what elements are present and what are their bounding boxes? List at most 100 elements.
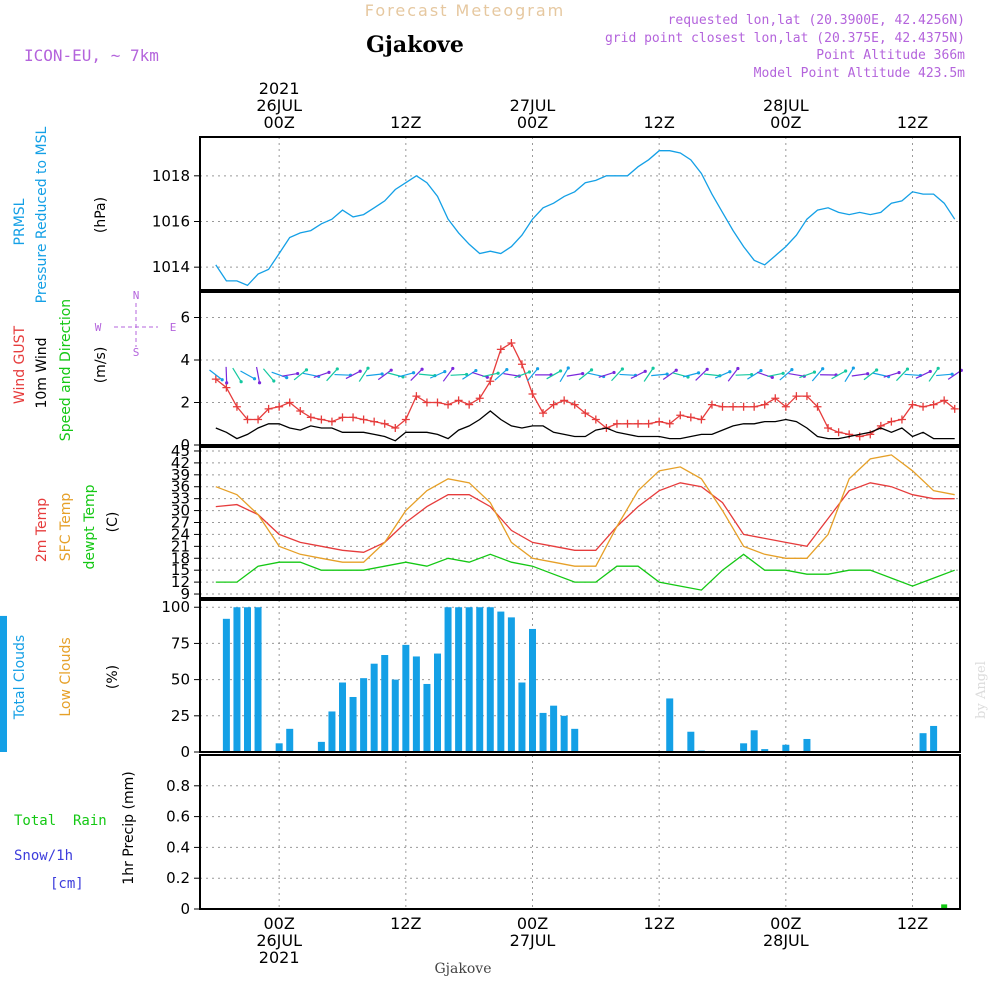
wind-gust-line	[215, 342, 956, 438]
time-label: 00Z	[517, 914, 548, 933]
ms-units: (m/s)	[93, 347, 109, 384]
time-label: 27JUL	[510, 96, 556, 115]
wind-direction-arrow	[851, 373, 868, 377]
forecast-title: Forecast Meteogram	[365, 1, 565, 20]
y-tick-label: 18	[171, 549, 190, 567]
cloud-bar	[317, 741, 325, 752]
gust-marker	[813, 402, 822, 411]
wind-direction-arrow	[883, 371, 900, 378]
gust-marker	[655, 417, 664, 426]
wind-arrow-head	[674, 368, 678, 372]
wind-arrow-head	[950, 372, 954, 376]
time-label: 2021	[259, 948, 300, 967]
total-clouds-label: Total Clouds	[12, 635, 28, 720]
y-tick-label: 0.4	[166, 838, 190, 856]
wind-arrow-head	[812, 370, 817, 374]
wind-arrow-head	[272, 379, 276, 383]
cloud-bar	[550, 705, 558, 752]
wind-arrow-head	[790, 368, 794, 372]
pressure-axis-labels: PRMSL Pressure Reduced to MSL (hPa)	[12, 126, 109, 303]
wind-direction-arrow	[209, 369, 223, 381]
cloud-bar	[666, 698, 674, 752]
gust-marker	[792, 392, 801, 401]
gust-marker	[275, 402, 284, 411]
y-tick-label: 0	[180, 436, 190, 454]
wind-direction-arrow	[904, 373, 921, 377]
wind-direction-arrow	[643, 367, 654, 382]
cloud-bar	[529, 628, 536, 752]
y-tick-label: 1016	[152, 212, 190, 230]
panel-frame	[199, 136, 961, 291]
wind-direction-arrow	[844, 367, 854, 383]
sfc-temp-label: SFC Temp	[58, 493, 74, 562]
gust-marker	[285, 398, 294, 407]
time-label: 27JUL	[510, 931, 556, 950]
wind-arrow-head	[665, 372, 669, 376]
wind-arrow-head	[589, 368, 594, 372]
wind-direction-arrow	[811, 368, 824, 382]
cloud-bar	[497, 611, 505, 752]
time-label: 00Z	[264, 914, 295, 933]
gust-marker	[380, 419, 389, 428]
cloud-bar	[339, 682, 346, 752]
wind-direction-arrow	[418, 373, 435, 377]
compass-n: N	[133, 289, 140, 302]
cloud-bar	[455, 607, 463, 752]
wind-direction-arrow	[450, 373, 467, 376]
gust-marker	[897, 415, 906, 424]
gust-marker	[422, 398, 431, 407]
cloud-bar	[391, 679, 399, 752]
gust-marker	[517, 360, 526, 369]
wind-direction-arrow	[727, 368, 739, 382]
ten-m-wind-label: 10m Wind	[34, 337, 50, 408]
wind-direction-arrow	[863, 369, 877, 381]
point-altitude: Point Altitude 366m	[816, 48, 965, 63]
wind-direction-arrow	[240, 370, 255, 380]
wind-arrow-head	[464, 372, 469, 377]
gust-marker	[549, 400, 558, 409]
wind-arrow-head	[389, 368, 393, 372]
time-label: 12Z	[897, 113, 928, 132]
wind-direction-arrow	[662, 369, 677, 380]
cloud-bar	[286, 728, 294, 752]
wind-direction-arrow	[494, 369, 508, 381]
gust-marker	[454, 396, 463, 405]
wind-direction-arrow	[799, 371, 815, 379]
panel-frame	[199, 446, 961, 599]
two-m-temp-label: 2m Temp	[34, 498, 50, 562]
y-tick-label: 9	[180, 585, 190, 603]
time-label: 00Z	[517, 113, 548, 132]
wind-direction-arrow	[651, 373, 668, 377]
wind-direction-arrow	[345, 370, 361, 380]
prmsl-line	[215, 150, 956, 287]
y-tick-label: 0	[180, 900, 190, 918]
precip-units: 1hr Precip (mm)	[121, 771, 137, 884]
c-units: (C)	[105, 512, 121, 533]
gust-marker	[802, 392, 811, 401]
y-tick-label: 75	[171, 634, 190, 652]
wind-direction-arrow	[578, 369, 592, 381]
gust-marker	[232, 402, 241, 411]
gust-marker	[349, 413, 358, 422]
gust-marker	[433, 398, 442, 407]
y-tick-label: 100	[161, 598, 190, 616]
wind-direction-arrow	[928, 367, 939, 382]
wind-direction-arrow	[747, 370, 762, 380]
cloud-bar	[930, 725, 938, 752]
y-tick-label: 0.6	[166, 808, 190, 826]
2m-temp-line	[215, 482, 955, 553]
wind-arrow-head	[728, 370, 732, 374]
time-label: 12Z	[897, 914, 928, 933]
snow-cm-label: [cm]	[50, 876, 84, 892]
wind-direction-arrow	[714, 371, 731, 379]
cloud-bar	[465, 607, 473, 752]
y-tick-label: 36	[171, 478, 190, 496]
gust-marker	[528, 390, 537, 398]
time-label: 26JUL	[256, 931, 302, 950]
time-label: 28JUL	[763, 96, 809, 115]
cloud-bar	[370, 663, 378, 752]
gust-marker	[391, 424, 400, 432]
gust-marker	[760, 400, 769, 409]
snow-label: Snow/1h	[14, 848, 73, 864]
gust-marker	[254, 415, 263, 424]
